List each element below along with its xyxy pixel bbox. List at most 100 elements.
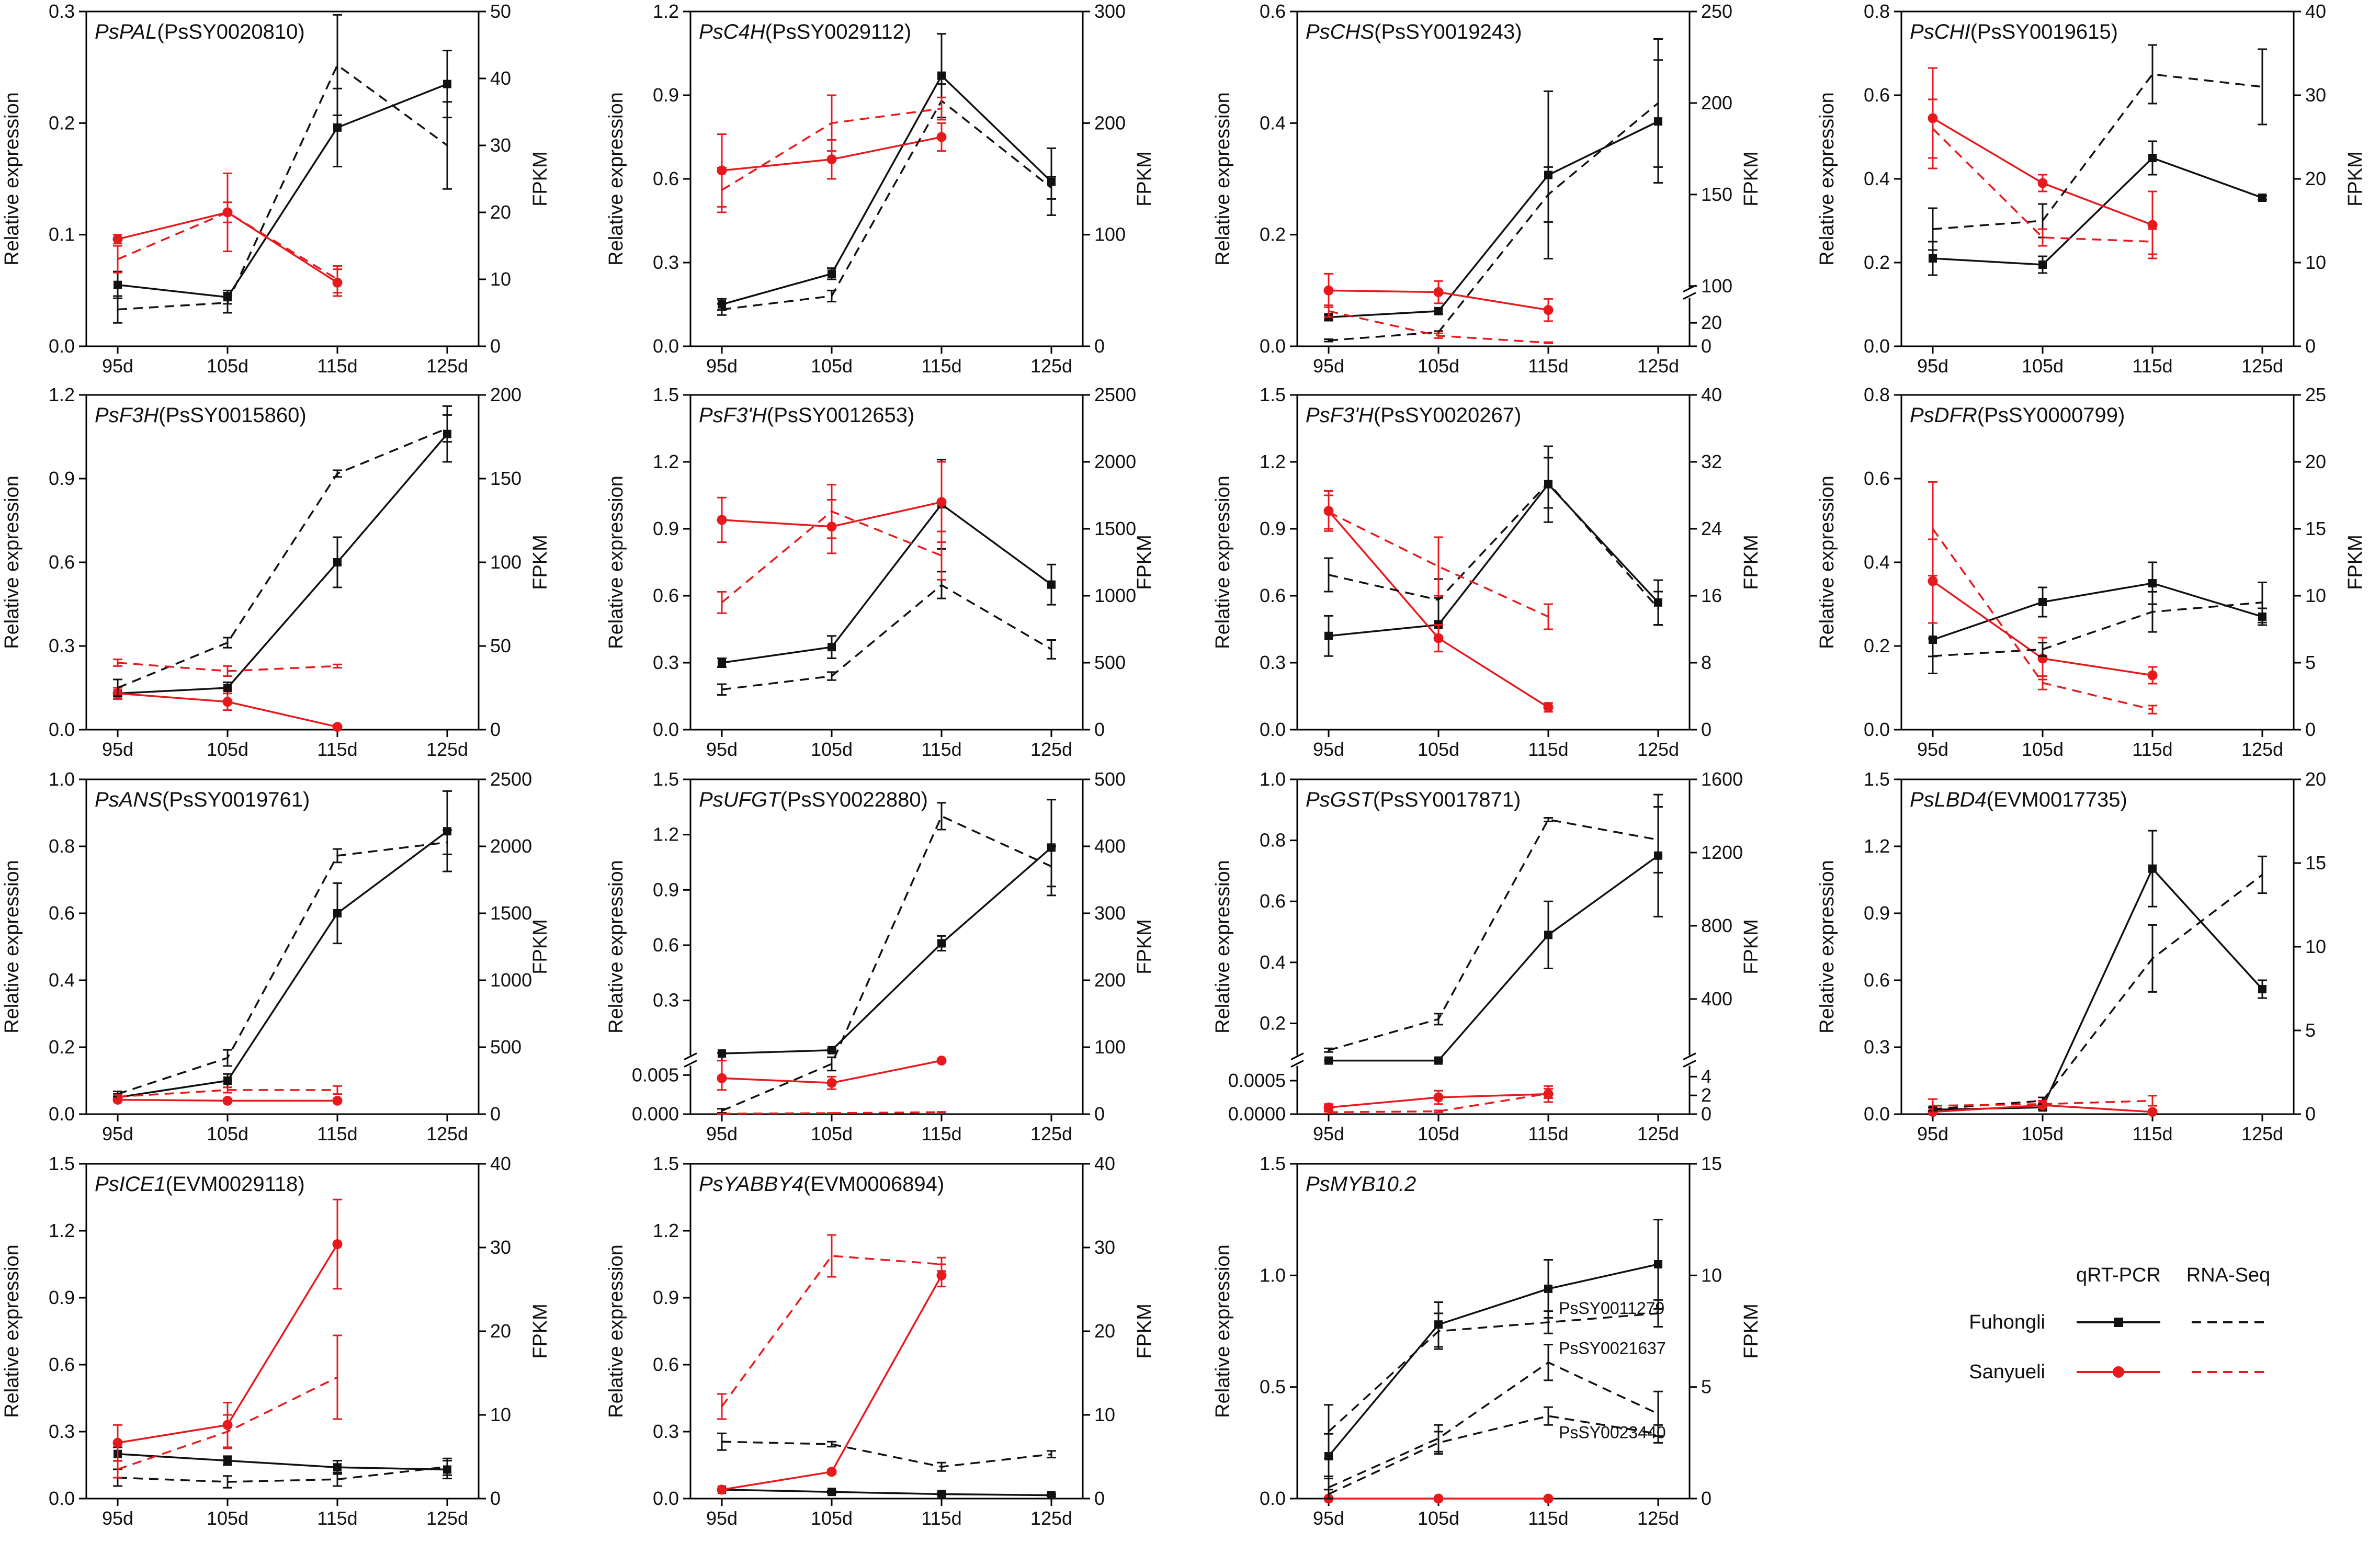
y2-axis-title: FPKM bbox=[1134, 151, 1155, 207]
y-tick-label: 0.5 bbox=[1260, 1376, 1286, 1398]
series-line bbox=[1328, 481, 1659, 609]
y-tick-label: 0.3 bbox=[653, 990, 679, 1011]
y-tick-label: 1.5 bbox=[653, 1153, 679, 1174]
data-point bbox=[1433, 1493, 1444, 1504]
x-tick-label: 95d bbox=[102, 1507, 133, 1529]
y2-tick-label: 5 bbox=[1701, 1376, 1712, 1398]
y2-tick-label: 20 bbox=[490, 1320, 511, 1342]
series-line bbox=[1328, 482, 1659, 637]
data-point bbox=[937, 1490, 946, 1499]
y-tick-label: 0.6 bbox=[49, 1354, 75, 1375]
data-point bbox=[223, 684, 232, 692]
y-tick-label: 1.2 bbox=[653, 824, 679, 845]
x-tick-label: 115d bbox=[2132, 1123, 2172, 1144]
y2-axis-title: FPKM bbox=[1740, 919, 1762, 974]
y2-tick-label: 1000 bbox=[1094, 585, 1136, 606]
y2-axis-title: FPKM bbox=[529, 151, 551, 207]
y2-axis-title: FPKM bbox=[1134, 1303, 1155, 1359]
y2-tick-label: 30 bbox=[2305, 84, 2326, 106]
y-tick-label: 1.0 bbox=[1260, 768, 1286, 790]
data-point bbox=[1654, 1260, 1662, 1268]
y2-tick-label: 20 bbox=[2305, 768, 2326, 790]
y-tick-label: 0.4 bbox=[1864, 551, 1890, 573]
y2-tick-label: 20 bbox=[1701, 312, 1722, 333]
y2-tick-label: 0 bbox=[1094, 335, 1105, 357]
y-tick-label: 0.6 bbox=[653, 1354, 679, 1375]
gene-id: (PsSY0022880) bbox=[780, 788, 928, 811]
plot-frame bbox=[85, 394, 480, 731]
y-tick-label: 0.0 bbox=[49, 719, 75, 740]
x-tick-label: 95d bbox=[1917, 355, 1948, 377]
panel-title: PsLBD4(EVM0017735) bbox=[1910, 788, 2127, 811]
y-tick-label: 0.4 bbox=[1260, 951, 1286, 973]
y2-tick-label: 0 bbox=[1094, 719, 1105, 740]
y2-tick-label: 20 bbox=[2305, 451, 2326, 472]
y2-axis-title: FPKM bbox=[529, 535, 551, 590]
y-tick-label: 0.2 bbox=[1260, 224, 1286, 245]
x-tick-label: 125d bbox=[2241, 739, 2283, 760]
gene-id: (PsSY0015860) bbox=[158, 404, 306, 427]
data-point bbox=[1324, 1056, 1333, 1065]
y-tick-label: 0.8 bbox=[49, 835, 75, 857]
x-tick-label: 105d bbox=[1418, 1123, 1459, 1144]
x-tick-label: 105d bbox=[811, 1507, 853, 1529]
data-point bbox=[2038, 598, 2047, 606]
data-point bbox=[1323, 1102, 1334, 1113]
y-tick-label: 1.2 bbox=[653, 451, 679, 472]
y2-axis-title: FPKM bbox=[529, 1303, 551, 1359]
y-tick-label: 0.0 bbox=[653, 1488, 679, 1509]
y2-tick-label: 200 bbox=[1094, 112, 1126, 133]
data-point bbox=[332, 1239, 343, 1250]
data-point bbox=[1324, 631, 1333, 640]
y-tick-label: 0.0 bbox=[1864, 719, 1890, 740]
y2-tick-label: 2000 bbox=[490, 835, 532, 857]
x-tick-label: 115d bbox=[921, 1507, 961, 1529]
series-line bbox=[1328, 102, 1659, 342]
gene-id: (PsSY0000799) bbox=[1977, 404, 2125, 427]
plot-frame bbox=[1296, 1163, 1691, 1500]
plot-frame bbox=[1900, 10, 2295, 347]
x-tick-label: 125d bbox=[1030, 1123, 1072, 1144]
x-tick-label: 115d bbox=[317, 355, 357, 377]
y-tick-label: 0.8 bbox=[1864, 384, 1890, 405]
x-tick-label: 115d bbox=[2132, 739, 2172, 760]
y-tick-label: 0.3 bbox=[1260, 652, 1286, 673]
data-point bbox=[112, 234, 123, 244]
legend-col-rna: RNA-Seq bbox=[2186, 1264, 2271, 1286]
y2-tick-label: 10 bbox=[1094, 1404, 1115, 1425]
series-line bbox=[1932, 602, 2263, 657]
y2-tick-label: 500 bbox=[490, 1036, 522, 1058]
y-tick-label: 0.0 bbox=[1864, 1103, 1890, 1125]
y2-tick-label: 10 bbox=[490, 1404, 511, 1425]
series-line bbox=[117, 1466, 448, 1483]
series-line bbox=[117, 1453, 448, 1471]
y-tick-label: 0.000 bbox=[632, 1103, 679, 1125]
y-tick-label: 0.6 bbox=[1260, 585, 1286, 606]
series-line bbox=[721, 1489, 1052, 1496]
y2-tick-label: 30 bbox=[1094, 1237, 1115, 1258]
gene-name: PsMYB10.2 bbox=[1306, 1173, 1416, 1196]
y-tick-label: 1.5 bbox=[49, 1153, 75, 1174]
y2-axis-title: FPKM bbox=[2344, 151, 2366, 207]
y-tick-label: 0.9 bbox=[653, 1287, 679, 1308]
y-axis-title: Relative expression bbox=[1212, 860, 1234, 1034]
y2-tick-label: 300 bbox=[1094, 1, 1126, 22]
y2-tick-label: 1500 bbox=[1094, 518, 1136, 539]
y2-tick-label: 0 bbox=[490, 719, 501, 740]
y2-tick-label: 20 bbox=[490, 201, 511, 223]
y-tick-label: 0.3 bbox=[1864, 1036, 1890, 1058]
y-tick-label: 0.4 bbox=[1864, 168, 1890, 189]
x-tick-label: 105d bbox=[811, 1123, 853, 1144]
y2-tick-label: 0 bbox=[1094, 1488, 1105, 1509]
y-tick-label: 0.3 bbox=[49, 635, 75, 656]
y-tick-label: 0.0 bbox=[49, 335, 75, 357]
y2-tick-label: 40 bbox=[1701, 384, 1722, 405]
y-axis-title: Relative expression bbox=[1, 92, 23, 266]
y2-axis-title: FPKM bbox=[1740, 1303, 1762, 1359]
plot-frame bbox=[689, 1163, 1084, 1500]
legend-label-fuhongli: Fuhongli bbox=[1969, 1311, 2045, 1333]
y2-tick-label: 4 bbox=[1701, 1065, 1712, 1087]
x-tick-label: 105d bbox=[2022, 1123, 2064, 1144]
panel-title: PsICE1(EVM0029118) bbox=[95, 1173, 305, 1196]
